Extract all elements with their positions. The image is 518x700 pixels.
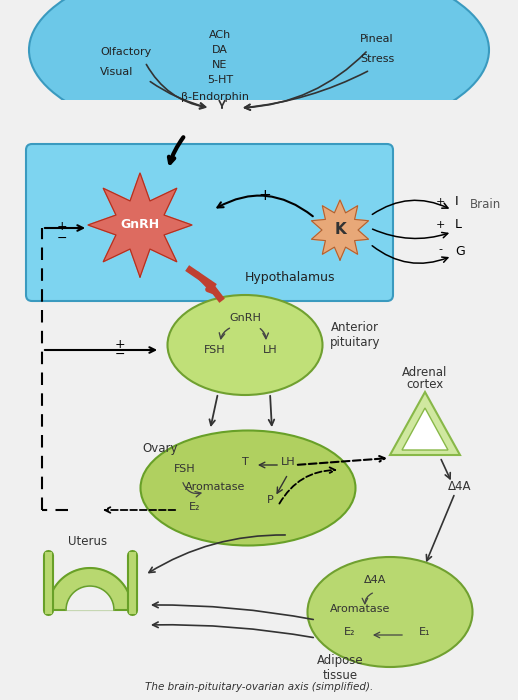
Text: Adipose
tissue: Adipose tissue <box>316 654 363 682</box>
Ellipse shape <box>29 0 489 145</box>
Text: +: + <box>115 338 126 351</box>
Text: T: T <box>241 457 248 467</box>
Text: Pineal: Pineal <box>360 34 394 44</box>
Text: The brain-pituitary-ovarian axis (simplified).: The brain-pituitary-ovarian axis (simpli… <box>145 682 373 692</box>
Text: NE: NE <box>212 60 228 70</box>
Text: DA: DA <box>212 45 228 55</box>
Bar <box>0 100 518 220</box>
Text: −: − <box>115 348 125 361</box>
Text: P: P <box>267 495 274 505</box>
Text: Adrenal: Adrenal <box>402 365 448 379</box>
Text: ACh: ACh <box>209 30 231 40</box>
Text: Stress: Stress <box>360 54 394 64</box>
Text: Aromatase: Aromatase <box>185 482 245 492</box>
Ellipse shape <box>167 295 323 395</box>
Text: E₂: E₂ <box>344 627 356 637</box>
Text: Aromatase: Aromatase <box>330 604 390 614</box>
Text: FSH: FSH <box>174 464 196 474</box>
Text: I: I <box>455 195 458 208</box>
Text: L: L <box>455 218 462 231</box>
Text: Visual: Visual <box>100 67 133 77</box>
Text: E₁: E₁ <box>419 627 431 637</box>
Text: Uterus: Uterus <box>68 535 107 548</box>
Text: +: + <box>435 197 444 207</box>
Text: Brain: Brain <box>470 199 501 211</box>
Text: -: - <box>438 244 442 254</box>
Text: 5-HT: 5-HT <box>207 75 233 85</box>
Text: +: + <box>435 220 444 230</box>
Text: Olfactory: Olfactory <box>100 47 151 57</box>
Text: GnRH: GnRH <box>229 313 261 323</box>
Text: +: + <box>258 188 271 203</box>
Polygon shape <box>402 408 448 450</box>
Ellipse shape <box>140 430 355 545</box>
Text: G: G <box>455 245 465 258</box>
FancyBboxPatch shape <box>26 144 393 301</box>
Text: +: + <box>57 220 68 233</box>
Text: E₂: E₂ <box>189 502 201 512</box>
Text: GnRH: GnRH <box>121 218 160 232</box>
Text: −: − <box>57 232 67 245</box>
Polygon shape <box>66 586 114 610</box>
Polygon shape <box>390 392 460 455</box>
Text: β-Endorphin: β-Endorphin <box>181 92 249 102</box>
Text: Hypothalamus: Hypothalamus <box>244 272 335 284</box>
Polygon shape <box>88 173 192 277</box>
Ellipse shape <box>308 557 472 667</box>
Text: K: K <box>334 223 346 237</box>
Text: Δ4A: Δ4A <box>448 480 472 493</box>
Polygon shape <box>311 200 368 260</box>
Text: Ovary: Ovary <box>142 442 178 455</box>
Text: FSH: FSH <box>204 345 226 355</box>
Text: LH: LH <box>263 345 277 355</box>
Text: Anterior
pituitary: Anterior pituitary <box>330 321 380 349</box>
Text: LH: LH <box>281 457 295 467</box>
Text: cortex: cortex <box>407 377 443 391</box>
Text: Δ4A: Δ4A <box>364 575 386 585</box>
Polygon shape <box>48 568 132 610</box>
